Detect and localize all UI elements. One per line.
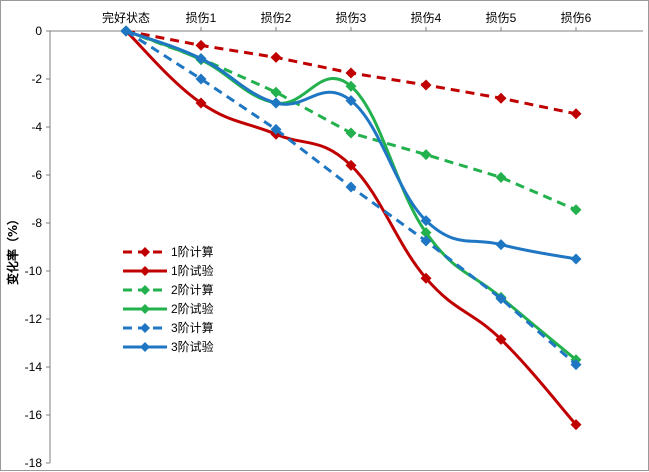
data-point	[270, 97, 282, 109]
x-tick-label: 损伤4	[411, 11, 442, 25]
legend-label: 1阶计算	[171, 244, 214, 259]
data-point	[570, 108, 582, 120]
legend-item: 2阶计算	[123, 282, 214, 297]
series-line	[125, 29, 577, 261]
legend-marker	[140, 342, 150, 352]
data-point	[195, 53, 207, 65]
legend-item: 1阶计算	[123, 244, 214, 259]
data-point	[495, 239, 507, 251]
data-point	[420, 215, 432, 227]
legend-label: 2阶计算	[171, 282, 214, 297]
data-point	[345, 181, 357, 193]
y-tick-label: -6	[31, 168, 42, 182]
legend-marker	[140, 285, 150, 295]
data-point	[420, 79, 432, 91]
y-tick-label: -14	[25, 360, 43, 374]
legend: 1阶计算 1阶试验 2阶计算 2阶试验 3阶计算 3阶试验	[123, 244, 214, 354]
data-point	[570, 204, 582, 216]
x-tick-label: 损伤3	[336, 11, 367, 25]
data-point	[345, 95, 357, 107]
data-point	[270, 51, 282, 63]
y-tick-label: -16	[25, 408, 43, 422]
data-point	[495, 333, 507, 345]
data-point	[270, 86, 282, 98]
legend-item: 3阶试验	[123, 339, 214, 354]
y-tick-label: -10	[25, 264, 43, 278]
data-point	[345, 80, 357, 92]
legend-label: 2阶试验	[171, 301, 214, 316]
legend-label: 3阶计算	[171, 320, 214, 335]
y-tick-labels: 0 -2 -4 -6 -8 -10 -12 -14 -16 -18	[25, 24, 50, 470]
y-tick-label: -12	[25, 312, 43, 326]
data-point	[420, 227, 432, 239]
data-point	[345, 127, 357, 139]
data-point	[570, 419, 582, 431]
x-tick-label: 完好状态	[102, 10, 150, 25]
x-tick-label: 损伤5	[486, 11, 517, 25]
y-tick-label: -2	[31, 72, 42, 86]
y-tick-label: -4	[31, 120, 42, 134]
x-tick-label: 损伤6	[561, 11, 592, 25]
y-tick-label: -18	[25, 456, 43, 470]
y-tick-label: 0	[35, 24, 42, 38]
data-point	[345, 67, 357, 79]
legend-label: 1阶试验	[171, 263, 214, 278]
x-tick-labels: 完好状态 损伤1 损伤2 损伤3 损伤4 损伤5 损伤6	[102, 10, 592, 31]
legend-marker	[140, 266, 150, 276]
legend-label: 3阶试验	[171, 339, 214, 354]
legend-item: 2阶试验	[123, 301, 214, 316]
data-point	[120, 25, 132, 37]
data-point	[570, 253, 582, 265]
series-6	[120, 25, 582, 265]
data-point	[195, 39, 207, 51]
series-1	[120, 25, 582, 120]
data-point	[420, 235, 432, 247]
series-group	[120, 25, 582, 431]
data-point	[420, 272, 432, 284]
y-tick-label: -8	[31, 216, 42, 230]
data-point	[195, 73, 207, 85]
data-point	[195, 97, 207, 109]
legend-marker	[140, 304, 150, 314]
data-point	[570, 359, 582, 371]
legend-item: 3阶计算	[123, 320, 214, 335]
x-tick-label: 损伤1	[186, 11, 217, 25]
data-point	[495, 171, 507, 183]
data-point	[420, 149, 432, 161]
legend-item: 1阶试验	[123, 263, 214, 278]
legend-marker	[140, 323, 150, 333]
y-axis-label: 变化率（%）	[5, 213, 20, 285]
legend-marker	[140, 247, 150, 257]
x-tick-label: 损伤2	[261, 11, 292, 25]
data-point	[345, 159, 357, 171]
axes	[49, 30, 643, 463]
data-point	[270, 123, 282, 135]
data-point	[495, 92, 507, 104]
data-point	[495, 293, 507, 305]
